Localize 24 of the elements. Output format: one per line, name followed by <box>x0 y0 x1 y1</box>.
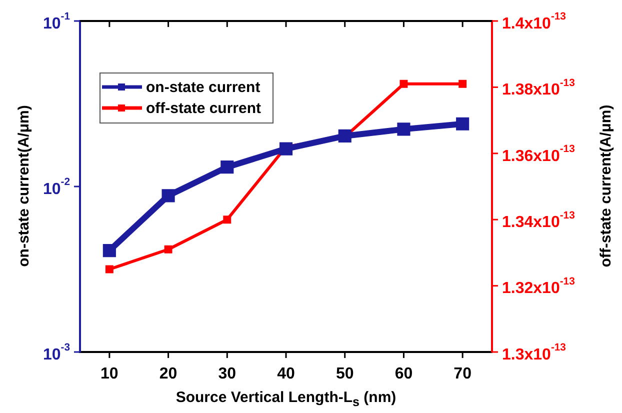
y2-axis-title: off-state current(A/μm) <box>598 104 614 268</box>
point <box>397 122 410 136</box>
y-axis-title: on-state current(A/μm) <box>16 105 32 267</box>
legend-label: on-state current <box>146 79 260 96</box>
point <box>162 189 175 202</box>
point <box>338 129 352 142</box>
point <box>456 117 470 130</box>
legend-label: off-state current <box>146 100 262 118</box>
point <box>223 216 232 224</box>
x-tick-label: 40 <box>277 365 295 382</box>
x-tick-label: 60 <box>394 365 413 382</box>
x-tick-label: 20 <box>159 365 178 382</box>
x-tick-label: 10 <box>100 365 118 382</box>
point <box>458 80 467 88</box>
point <box>105 265 114 274</box>
point <box>164 245 172 254</box>
point <box>279 142 293 156</box>
point <box>220 160 234 174</box>
point <box>400 80 408 88</box>
x-tick-label: 30 <box>218 365 236 382</box>
x-tick-label: 50 <box>336 365 354 382</box>
point <box>102 244 116 258</box>
x-tick-label: 70 <box>454 365 472 382</box>
x-axis-title: Source Vertical Length-L$_{s}$ (nm) <box>176 389 396 409</box>
